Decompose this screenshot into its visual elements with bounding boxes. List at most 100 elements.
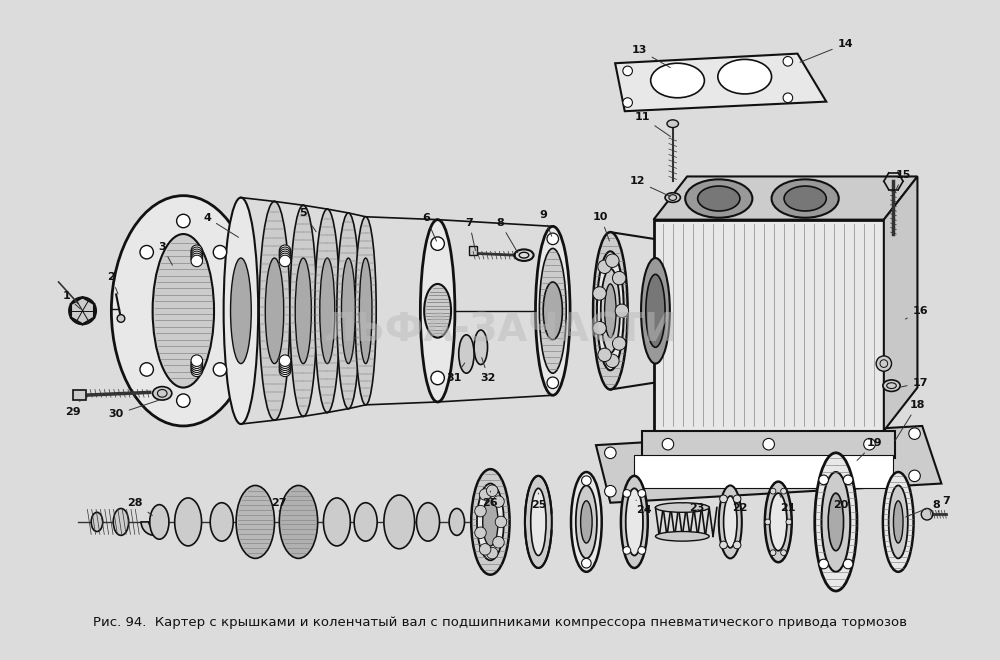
Ellipse shape [576, 486, 597, 558]
Ellipse shape [323, 498, 350, 546]
Ellipse shape [477, 484, 504, 560]
Circle shape [279, 357, 291, 368]
Ellipse shape [581, 501, 592, 543]
Ellipse shape [175, 498, 202, 546]
Circle shape [479, 544, 491, 555]
Circle shape [486, 547, 498, 559]
Ellipse shape [770, 493, 787, 550]
Text: 6: 6 [422, 213, 436, 241]
Ellipse shape [531, 488, 546, 556]
Text: ЛЬФА-ЗАЧАСТИ: ЛЬФА-ЗАЧАСТИ [323, 311, 677, 349]
Ellipse shape [91, 512, 103, 531]
Circle shape [612, 337, 626, 350]
Ellipse shape [889, 486, 908, 558]
Text: 15: 15 [895, 170, 911, 193]
Circle shape [843, 559, 853, 569]
Ellipse shape [471, 469, 510, 575]
Ellipse shape [765, 482, 792, 562]
Circle shape [612, 271, 626, 285]
Ellipse shape [295, 258, 311, 364]
Text: 11: 11 [634, 112, 670, 137]
Ellipse shape [483, 498, 498, 546]
Ellipse shape [698, 186, 740, 211]
Circle shape [783, 93, 793, 102]
Ellipse shape [719, 486, 742, 558]
Ellipse shape [417, 503, 440, 541]
Circle shape [623, 490, 631, 497]
Circle shape [606, 354, 619, 368]
Circle shape [763, 438, 774, 450]
Text: 27: 27 [272, 498, 287, 512]
Ellipse shape [265, 258, 284, 364]
Circle shape [493, 496, 504, 508]
Ellipse shape [355, 216, 376, 405]
Circle shape [213, 363, 227, 376]
Circle shape [770, 488, 776, 494]
Circle shape [582, 558, 591, 568]
Ellipse shape [821, 472, 850, 572]
Polygon shape [884, 176, 917, 431]
Text: 2: 2 [107, 272, 118, 294]
Ellipse shape [571, 472, 602, 572]
Circle shape [191, 249, 203, 261]
Text: 19: 19 [857, 438, 882, 461]
Circle shape [547, 233, 559, 245]
Circle shape [593, 321, 606, 335]
Circle shape [781, 488, 786, 494]
Circle shape [191, 255, 203, 267]
Circle shape [547, 377, 559, 389]
Circle shape [431, 237, 444, 250]
Circle shape [638, 490, 646, 497]
Circle shape [733, 541, 741, 549]
Circle shape [479, 489, 491, 500]
Text: 25: 25 [531, 493, 546, 510]
Circle shape [770, 550, 776, 556]
Circle shape [177, 214, 190, 228]
Circle shape [279, 251, 291, 263]
Circle shape [493, 537, 504, 548]
Circle shape [177, 394, 190, 407]
Ellipse shape [655, 531, 709, 541]
Text: 32: 32 [481, 358, 496, 383]
Text: 20: 20 [833, 493, 848, 510]
Ellipse shape [667, 120, 678, 127]
Circle shape [783, 57, 793, 66]
Ellipse shape [354, 503, 377, 541]
Text: 12: 12 [629, 176, 670, 197]
Circle shape [720, 495, 727, 503]
Bar [642, 431, 895, 457]
Ellipse shape [279, 486, 318, 558]
Ellipse shape [772, 180, 839, 218]
Circle shape [191, 247, 203, 259]
Circle shape [279, 253, 291, 265]
Text: 31: 31 [446, 363, 465, 383]
Circle shape [733, 495, 741, 503]
Ellipse shape [536, 226, 570, 395]
Text: 3: 3 [158, 242, 172, 265]
Ellipse shape [893, 501, 903, 543]
Text: 14: 14 [800, 39, 853, 62]
Circle shape [781, 550, 786, 556]
Polygon shape [596, 426, 941, 503]
Text: 9: 9 [539, 210, 552, 236]
Ellipse shape [474, 330, 488, 364]
Ellipse shape [646, 275, 665, 347]
Text: 8: 8 [496, 218, 518, 253]
Ellipse shape [341, 258, 355, 364]
Circle shape [191, 361, 203, 372]
Circle shape [279, 255, 291, 267]
Ellipse shape [543, 282, 562, 340]
Ellipse shape [290, 205, 317, 416]
Bar [469, 246, 477, 255]
Ellipse shape [718, 59, 772, 94]
Ellipse shape [621, 476, 648, 568]
Text: 18: 18 [895, 400, 925, 441]
Ellipse shape [210, 503, 233, 541]
Text: 5: 5 [299, 208, 316, 232]
Circle shape [191, 359, 203, 370]
Circle shape [606, 254, 619, 267]
Ellipse shape [815, 453, 857, 591]
Circle shape [909, 428, 920, 440]
Ellipse shape [784, 186, 826, 211]
Circle shape [921, 508, 933, 520]
